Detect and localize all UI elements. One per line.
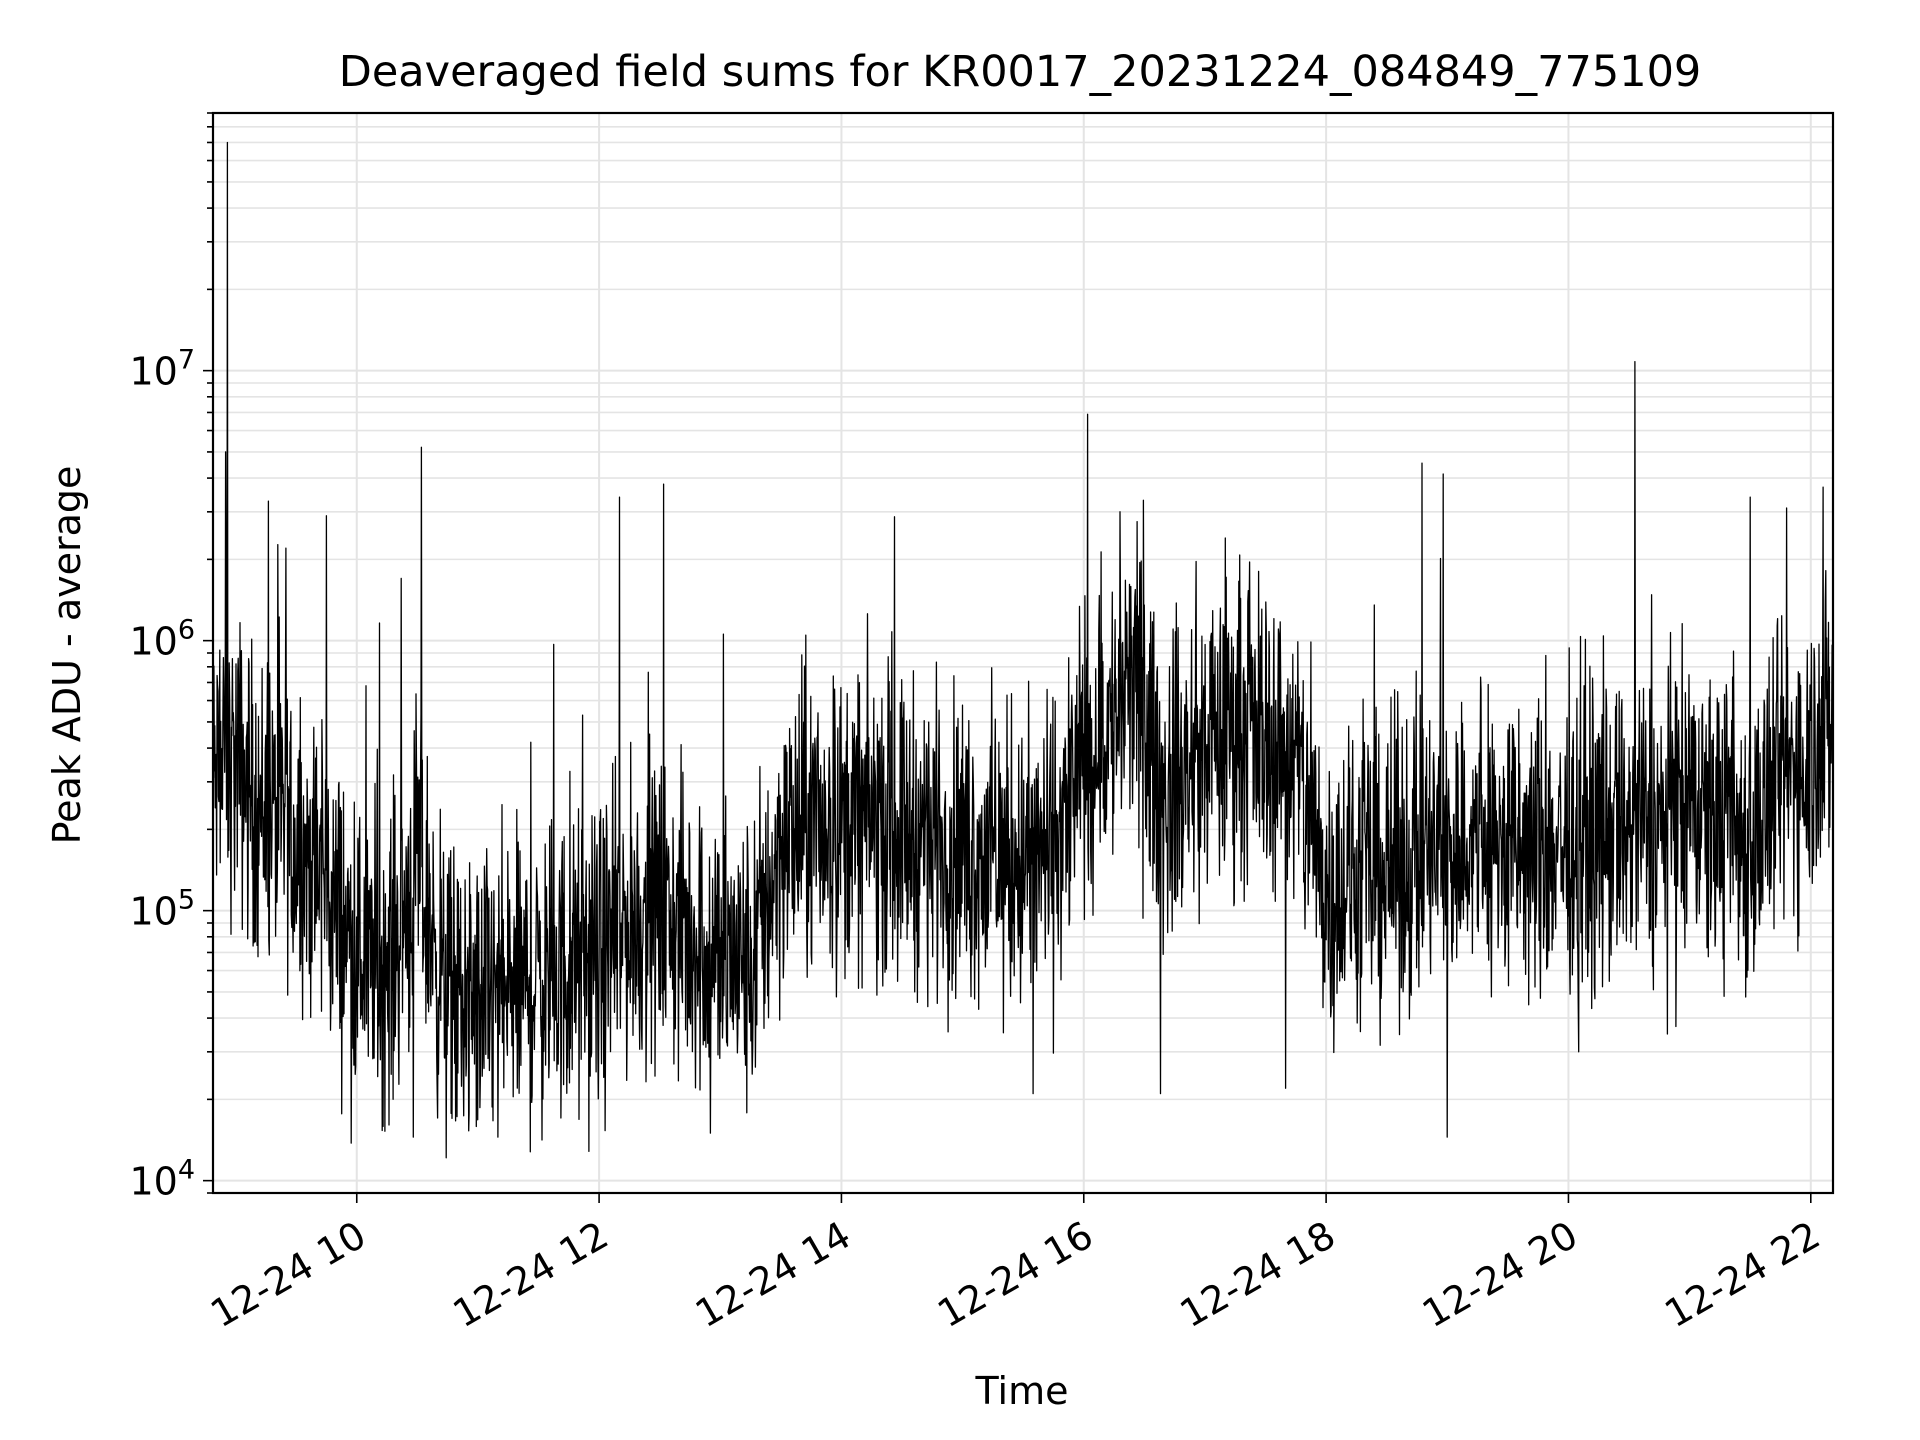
y-tick-label: 106 [129,615,195,664]
y-tick-base: 10 [129,1160,177,1204]
y-tick-label: 107 [129,345,195,394]
y-tick-base: 10 [129,620,177,664]
x-axis-label: Time [975,1369,1069,1413]
y-axis-label: Peak ADU - average [45,466,89,845]
y-tick-label: 105 [129,885,195,934]
y-tick-exponent: 5 [178,885,195,916]
y-tick-base: 10 [129,890,177,934]
y-tick-base: 10 [129,350,177,394]
y-tick-exponent: 4 [178,1155,195,1186]
y-tick-exponent: 7 [178,345,195,376]
y-tick-label: 104 [129,1155,195,1204]
data-series-line [213,141,1833,1159]
y-tick-exponent: 6 [178,615,195,646]
series-layer [213,141,1833,1159]
plot-frame [211,111,1835,1195]
chart-title: Deaveraged field sums for KR0017_2023122… [339,47,1702,97]
